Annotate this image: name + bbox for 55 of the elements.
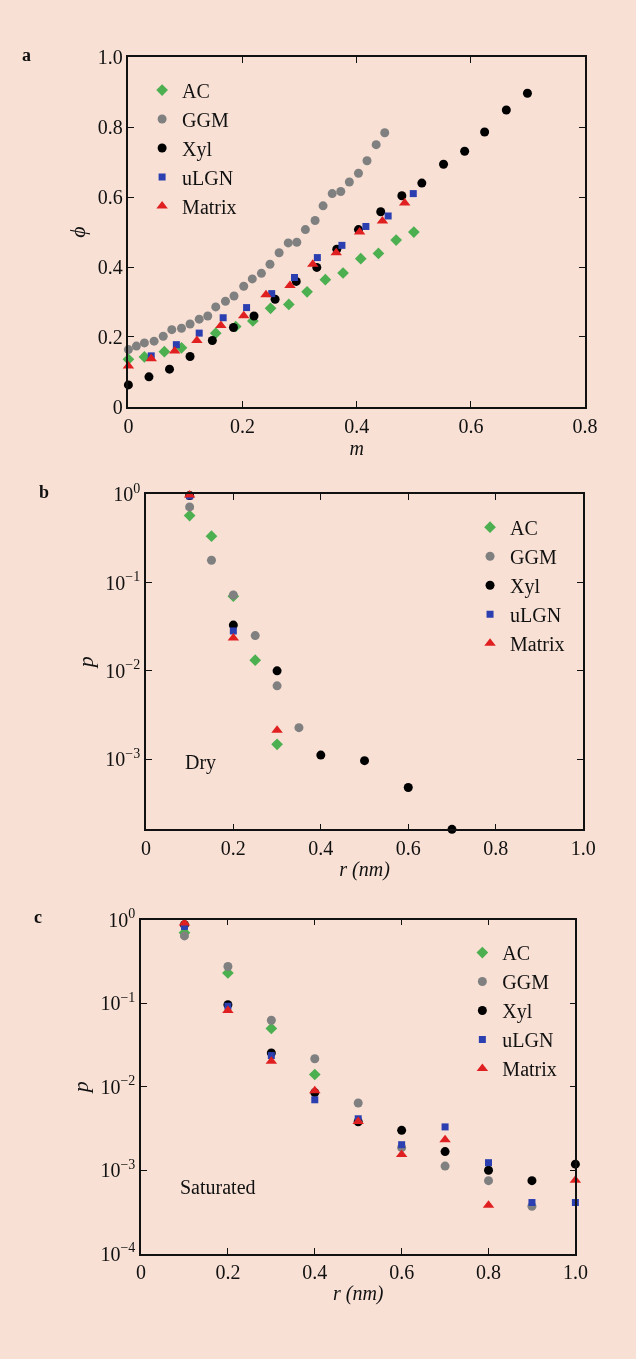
legend-label: Matrix xyxy=(182,195,237,218)
y-tick-label: 10$^{−3}$ xyxy=(105,745,141,771)
x-tick-label: 0.2 xyxy=(215,1261,241,1284)
y-tick-label: 10$^{−4}$ xyxy=(100,1240,136,1265)
legend-label: AC xyxy=(502,942,531,965)
annotation: Saturated xyxy=(180,1176,256,1198)
x-tick-label: 0.6 xyxy=(395,837,421,860)
legend-label: uLGN xyxy=(510,604,562,626)
x-tick-label: 1.0 xyxy=(562,1261,588,1284)
x-tick-label: 0.4 xyxy=(302,1261,328,1284)
x-tick-label: 0.4 xyxy=(344,414,370,437)
y-tick-label: 10$^{−1}$ xyxy=(100,989,136,1015)
text: b xyxy=(39,482,50,502)
x-tick-label: 0.8 xyxy=(476,1261,502,1284)
y-tick-label: 10$^{0}$ xyxy=(108,906,136,931)
x-tick-label: 1.0 xyxy=(570,837,596,860)
legend-label: Xyl xyxy=(502,1000,533,1024)
legend-label: GGM xyxy=(182,108,229,131)
y-tick-label: 1.0 xyxy=(97,46,123,69)
x-tick-label: 0.8 xyxy=(572,414,598,437)
legend-label: GGM xyxy=(502,971,550,994)
x-tick-label: 0.4 xyxy=(308,837,334,860)
y-tick-label: 0.4 xyxy=(97,256,123,279)
y-tick-label: 0 xyxy=(112,395,123,418)
y-tick-label: 10$^{−2}$ xyxy=(105,657,141,682)
legend-label: Xyl xyxy=(510,575,541,598)
y-axis-title: ϕ xyxy=(64,226,90,238)
legend-label: AC xyxy=(182,79,210,102)
x-tick-label: 0.2 xyxy=(230,414,256,437)
legend-label: Xyl xyxy=(182,137,213,161)
x-axis-title: m xyxy=(349,436,364,459)
y-axis-title: p xyxy=(67,1081,93,1095)
x-axis-title: r (nm) xyxy=(332,1282,384,1306)
legend-label: GGM xyxy=(510,546,557,568)
x-tick-label: 0.6 xyxy=(458,414,484,437)
y-tick-label: 10$^{−2}$ xyxy=(100,1073,136,1098)
text: c xyxy=(34,907,42,927)
annotation: Dry xyxy=(185,751,217,774)
x-tick-label: 0.8 xyxy=(483,837,509,860)
legend-label: uLGN xyxy=(502,1029,554,1052)
y-tick-label: 10$^{0}$ xyxy=(113,480,141,506)
legend-label: Matrix xyxy=(502,1058,557,1081)
text: a xyxy=(22,45,31,65)
x-axis-title: r (nm) xyxy=(339,858,391,882)
x-tick-label: 0.6 xyxy=(389,1261,415,1284)
legend-label: AC xyxy=(510,517,538,539)
y-tick-label: 0.6 xyxy=(97,186,123,209)
x-tick-label: 0.2 xyxy=(220,837,246,860)
y-tick-label: 10$^{−1}$ xyxy=(105,569,141,594)
y-tick-label: 0.2 xyxy=(97,325,123,348)
y-tick-label: 10$^{−3}$ xyxy=(100,1156,136,1182)
y-tick-label: 0.8 xyxy=(97,116,123,139)
legend-label: Matrix xyxy=(510,633,565,655)
y-axis-title: p xyxy=(72,656,98,670)
legend-label: uLGN xyxy=(182,166,234,189)
